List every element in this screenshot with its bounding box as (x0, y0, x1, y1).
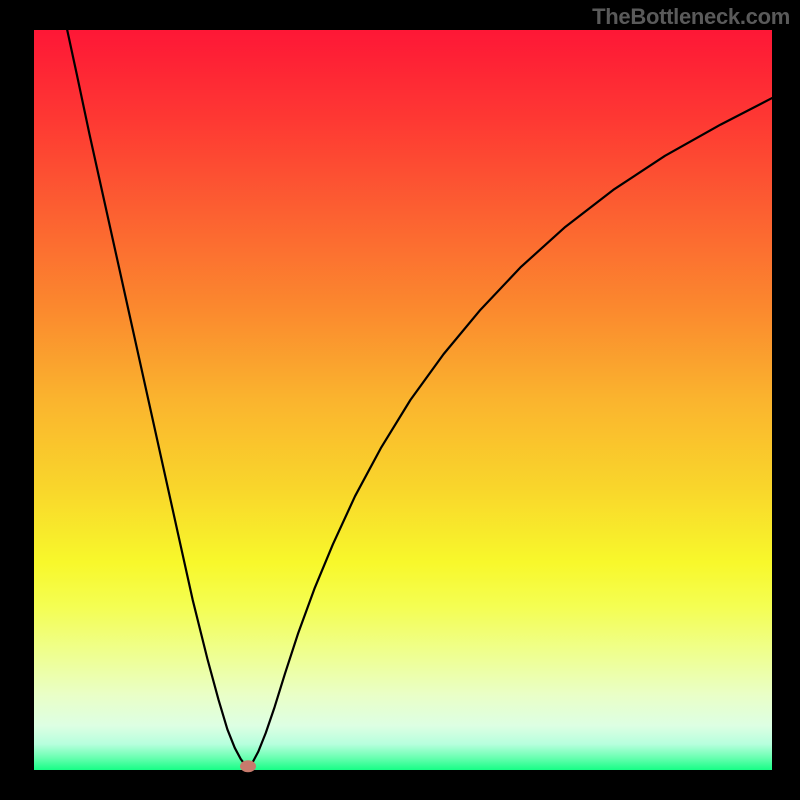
watermark-text: TheBottleneck.com (592, 4, 790, 30)
minimum-marker (240, 760, 256, 772)
plot-background (34, 30, 772, 770)
bottleneck-chart (0, 0, 800, 800)
